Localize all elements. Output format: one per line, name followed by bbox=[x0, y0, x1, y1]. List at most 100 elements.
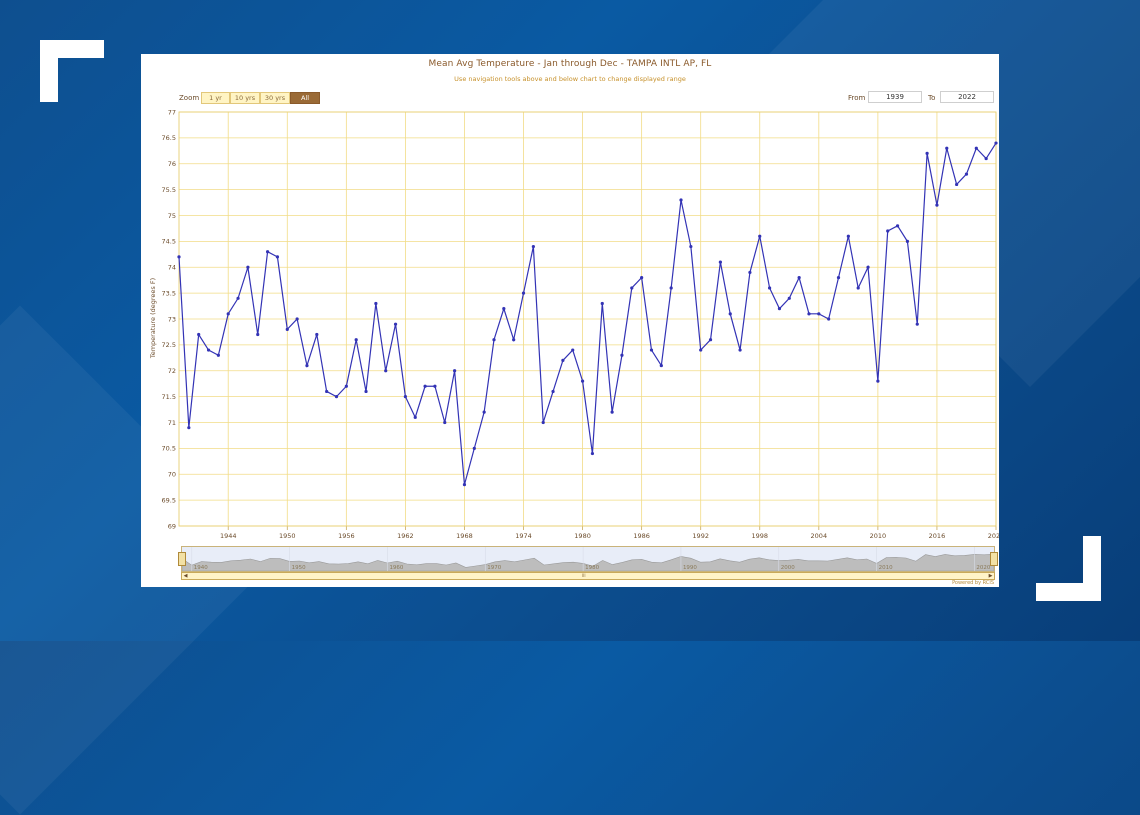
scroll-left-arrow-icon[interactable]: ◀ bbox=[183, 573, 188, 579]
data-point[interactable] bbox=[620, 353, 624, 357]
scroll-right-arrow-icon[interactable]: ▶ bbox=[988, 573, 993, 579]
data-point[interactable] bbox=[403, 395, 407, 399]
data-point[interactable] bbox=[866, 265, 870, 269]
data-point[interactable] bbox=[531, 244, 535, 249]
to-input[interactable]: 2022 bbox=[940, 91, 994, 103]
data-point[interactable] bbox=[738, 348, 742, 352]
navigator-mini-series: 1940 1950 1960 1970 1980 1990 2000 2010 2020 bbox=[182, 547, 994, 571]
data-point[interactable] bbox=[797, 276, 801, 280]
data-point[interactable] bbox=[817, 312, 821, 316]
data-point[interactable] bbox=[718, 260, 722, 264]
data-point[interactable] bbox=[886, 229, 890, 233]
data-point[interactable] bbox=[246, 265, 250, 269]
data-point[interactable] bbox=[492, 338, 496, 342]
data-point[interactable] bbox=[649, 348, 654, 352]
navigator-scrollbar[interactable]: ◀ III ▶ bbox=[181, 572, 995, 580]
data-point[interactable] bbox=[295, 317, 299, 321]
data-point[interactable] bbox=[482, 410, 486, 414]
data-point[interactable] bbox=[640, 276, 644, 280]
data-point[interactable] bbox=[748, 270, 752, 275]
data-point[interactable] bbox=[315, 332, 319, 337]
data-point[interactable] bbox=[354, 338, 358, 342]
data-point[interactable] bbox=[521, 291, 526, 295]
data-point[interactable] bbox=[630, 286, 634, 290]
data-point[interactable] bbox=[384, 369, 388, 373]
data-point[interactable] bbox=[551, 389, 555, 394]
data-point[interactable] bbox=[226, 312, 230, 316]
data-point[interactable] bbox=[561, 358, 565, 362]
data-point[interactable] bbox=[807, 312, 811, 316]
data-point[interactable] bbox=[472, 446, 476, 450]
data-point[interactable] bbox=[984, 156, 988, 161]
data-point[interactable] bbox=[955, 182, 959, 187]
data-point[interactable] bbox=[305, 363, 309, 368]
from-input[interactable]: 1939 bbox=[868, 91, 922, 103]
data-point[interactable] bbox=[443, 420, 447, 425]
navigator-right-handle[interactable] bbox=[990, 552, 998, 566]
data-point[interactable] bbox=[334, 395, 339, 399]
data-point[interactable] bbox=[768, 286, 772, 290]
data-point[interactable] bbox=[256, 332, 260, 337]
data-point[interactable] bbox=[423, 384, 427, 388]
data-point[interactable] bbox=[708, 338, 713, 342]
data-point[interactable] bbox=[925, 151, 929, 155]
zoom-10yrs-button[interactable]: 10 yrs bbox=[230, 92, 260, 104]
data-point[interactable] bbox=[994, 141, 998, 145]
data-point[interactable] bbox=[827, 317, 831, 321]
data-point[interactable] bbox=[580, 379, 585, 383]
data-point[interactable] bbox=[236, 296, 240, 300]
data-point[interactable] bbox=[197, 332, 201, 337]
data-point[interactable] bbox=[571, 348, 575, 352]
data-point[interactable] bbox=[905, 239, 910, 243]
data-point[interactable] bbox=[876, 379, 880, 383]
data-point[interactable] bbox=[275, 255, 280, 259]
data-point[interactable] bbox=[846, 234, 850, 238]
data-point[interactable] bbox=[699, 348, 703, 352]
data-point[interactable] bbox=[541, 420, 545, 425]
data-point[interactable] bbox=[689, 244, 693, 249]
data-point[interactable] bbox=[177, 255, 181, 259]
data-point[interactable] bbox=[777, 307, 782, 311]
data-point[interactable] bbox=[679, 198, 683, 202]
data-point[interactable] bbox=[856, 286, 860, 290]
zoom-all-button[interactable]: All bbox=[290, 92, 320, 104]
data-point[interactable] bbox=[945, 146, 949, 150]
data-point[interactable] bbox=[610, 410, 614, 414]
data-point[interactable] bbox=[216, 353, 220, 357]
data-point[interactable] bbox=[728, 312, 732, 316]
data-point[interactable] bbox=[590, 451, 595, 456]
data-point[interactable] bbox=[836, 276, 841, 280]
data-point[interactable] bbox=[374, 301, 378, 306]
data-point[interactable] bbox=[669, 286, 673, 290]
data-point[interactable] bbox=[393, 322, 398, 326]
data-point[interactable] bbox=[285, 327, 289, 331]
navigator-window[interactable]: 1940 1950 1960 1970 1980 1990 2000 2010 2020 bbox=[178, 546, 998, 572]
data-point[interactable] bbox=[413, 415, 417, 419]
data-point[interactable] bbox=[758, 234, 762, 238]
data-point[interactable] bbox=[364, 389, 368, 394]
data-point[interactable] bbox=[512, 338, 516, 342]
data-point[interactable] bbox=[325, 389, 329, 394]
navigator-left-handle[interactable] bbox=[178, 552, 186, 566]
zoom-1yr-button[interactable]: 1 yr bbox=[201, 92, 230, 104]
data-point[interactable] bbox=[462, 483, 467, 487]
data-point[interactable] bbox=[502, 307, 506, 311]
data-point[interactable] bbox=[187, 426, 191, 430]
data-point[interactable] bbox=[659, 363, 663, 368]
data-point[interactable] bbox=[600, 301, 604, 306]
data-point[interactable] bbox=[206, 348, 211, 352]
data-point[interactable] bbox=[265, 250, 270, 254]
data-point[interactable] bbox=[915, 322, 919, 326]
x-tick-label: 1998 bbox=[751, 532, 768, 540]
data-point[interactable] bbox=[787, 296, 791, 300]
data-point[interactable] bbox=[895, 224, 900, 228]
data-point[interactable] bbox=[433, 384, 437, 388]
data-point[interactable] bbox=[453, 369, 457, 373]
data-point[interactable] bbox=[344, 384, 348, 388]
data-point[interactable] bbox=[974, 146, 978, 150]
scrollbar-grip[interactable]: III bbox=[582, 573, 586, 578]
chart-panel: 69 69.5 70 70.5 71 71.5 72 72.5 73 73.5 74 74.5 75 75… bbox=[141, 54, 999, 587]
data-point[interactable] bbox=[935, 203, 939, 207]
zoom-30yrs-button[interactable]: 30 yrs bbox=[260, 92, 290, 104]
data-point[interactable] bbox=[964, 172, 969, 176]
